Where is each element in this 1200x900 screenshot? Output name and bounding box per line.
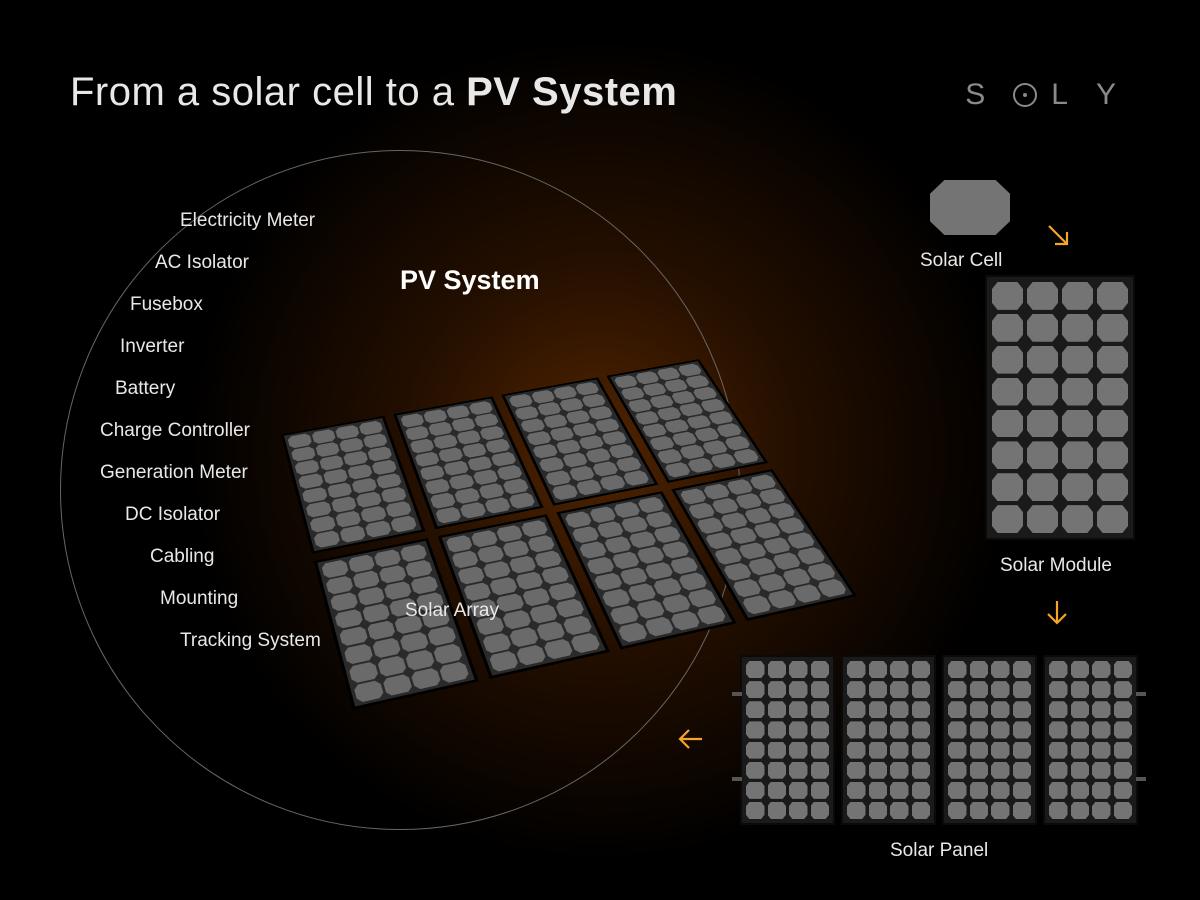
cell-icon [992,473,1023,501]
panel-module [1043,655,1138,825]
cell-icon [1027,505,1058,533]
cell-icon [1097,505,1128,533]
brand-logo: S L Y [965,78,1130,112]
logo-letter-y: Y [1096,78,1130,112]
arrow-down-icon [1043,598,1071,628]
cell-icon [1062,346,1093,374]
component-item: Electricity Meter [180,210,321,232]
cell-icon [992,410,1023,438]
cell-icon [992,346,1023,374]
component-item: Fusebox [130,294,321,316]
cell-icon [992,314,1023,342]
solar-panel-label: Solar Panel [890,840,988,862]
solar-module-graphic [985,275,1135,540]
solar-array-graphic [280,320,700,600]
solar-panel-graphic [740,655,1138,825]
logo-letter-l: L [1051,78,1082,112]
pv-system-heading: PV System [400,265,540,296]
cell-icon [1097,314,1128,342]
cell-icon [992,282,1023,310]
cell-icon [1027,378,1058,406]
cell-icon [992,378,1023,406]
cell-icon [1027,282,1058,310]
arrow-left-icon [675,725,705,753]
cell-icon [1062,410,1093,438]
cell-icon [1097,378,1128,406]
panel-module [942,655,1037,825]
cell-icon [1027,314,1058,342]
panel-module [841,655,936,825]
component-item: Tracking System [180,630,321,652]
cell-icon [1062,505,1093,533]
cell-icon [1027,410,1058,438]
component-item: AC Isolator [155,252,321,274]
panel-module [740,655,835,825]
cell-icon [1097,410,1128,438]
cell-icon [1062,473,1093,501]
page-title: From a solar cell to a PV System [70,70,677,115]
cell-icon [1097,282,1128,310]
cell-icon [1097,346,1128,374]
cell-icon [1097,473,1128,501]
cell-icon [992,441,1023,469]
cell-icon [1027,441,1058,469]
solar-module-label: Solar Module [1000,555,1112,577]
cell-icon [1097,441,1128,469]
title-prefix: From a solar cell to a [70,70,466,114]
arrow-down-right-icon [1045,222,1073,250]
cell-icon [1027,346,1058,374]
cell-icon [1062,378,1093,406]
logo-letter-o-icon [1013,83,1037,107]
solar-cell-label: Solar Cell [920,250,1002,272]
cell-icon [1062,282,1093,310]
solar-cell-graphic [930,180,1010,235]
cell-icon [1062,441,1093,469]
title-bold: PV System [466,70,677,114]
cell-icon [992,505,1023,533]
cell-icon [1062,314,1093,342]
cell-icon [1027,473,1058,501]
solar-array-label: Solar Array [405,600,499,622]
logo-letter-s: S [965,78,999,112]
